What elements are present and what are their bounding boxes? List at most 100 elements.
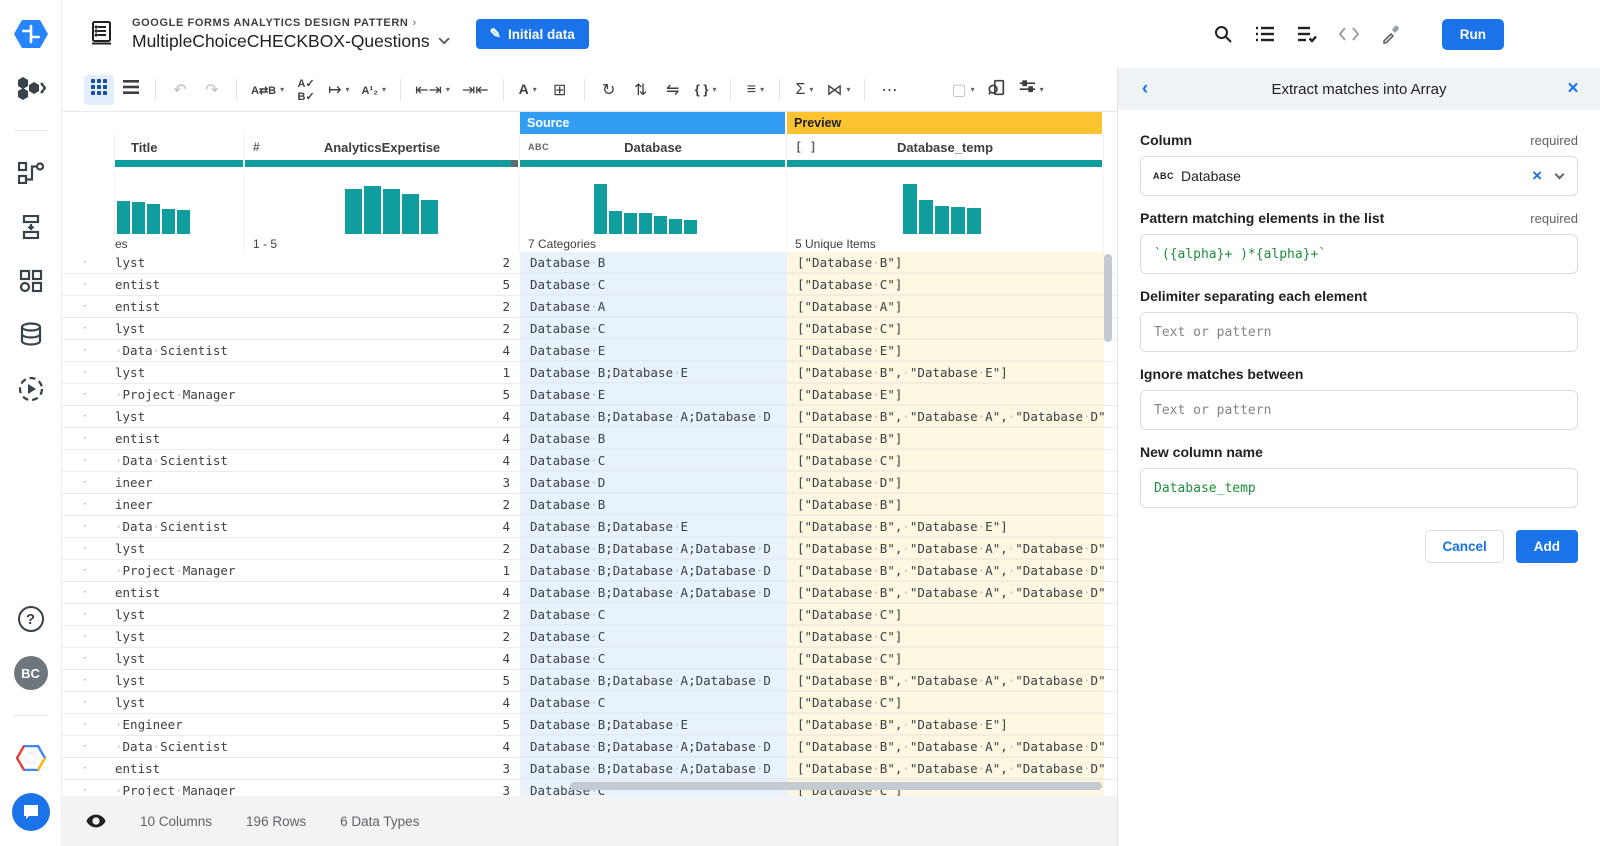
cell-analyticsexpertise[interactable]: 1 [502,365,510,380]
cell-title[interactable]: lyst [115,607,146,622]
close-icon[interactable]: × [1567,78,1579,99]
cell-database-temp[interactable]: ["Database·C"] [787,626,1104,647]
cell-title[interactable]: lyst [115,365,146,380]
cell-analyticsexpertise[interactable]: 4 [502,343,510,358]
cell-analyticsexpertise[interactable]: 4 [502,431,510,446]
join-button[interactable]: ⋈ ▾ [821,75,855,105]
cell-title[interactable]: entist [115,277,161,292]
run-button[interactable]: Run [1441,18,1504,50]
row-marker[interactable]: · [82,345,89,356]
eyedropper-icon[interactable] [1378,21,1404,47]
cell-analyticsexpertise[interactable]: 2 [502,299,510,314]
row-marker[interactable]: · [82,433,89,444]
cell-database[interactable]: Database·C [520,604,787,625]
preview-tag[interactable]: Preview [787,112,1102,134]
cell-database-temp[interactable]: ["Database · B", · "Database · A", · "Database · D… [787,560,1104,581]
row-marker[interactable]: · [82,785,89,796]
row-marker[interactable]: · [82,587,89,598]
dataprep-logo-icon[interactable] [11,14,51,54]
cell-analyticsexpertise[interactable]: 4 [502,409,510,424]
ignore-input[interactable] [1140,390,1578,430]
cell-title[interactable]: lyst [115,673,146,688]
histogram-bar[interactable] [345,189,362,234]
histogram-bar[interactable] [402,194,419,234]
cell-analyticsexpertise[interactable]: 1 [502,563,510,578]
cell-analyticsexpertise[interactable]: 4 [502,695,510,710]
cell-title[interactable]: · Project · Manager [115,783,236,796]
list-view-button[interactable] [116,75,146,105]
cancel-button[interactable]: Cancel [1425,530,1504,563]
cell-database[interactable]: Database · B;Database · A;Database · D [520,582,787,603]
abc-type-icon[interactable]: ABC [528,142,549,152]
row-marker[interactable]: · [82,521,89,532]
cell-database[interactable]: Database · B;Database · A;Database · D [520,736,787,757]
histogram-bar[interactable] [421,200,438,234]
row-marker[interactable]: · [82,411,89,422]
cell-database-temp[interactable]: ["Database·C"] [787,274,1104,295]
count-button[interactable]: A¹₂ ▾ [357,75,392,105]
dataset-title[interactable]: MultipleChoiceCHECKBOX-Questions [132,31,450,52]
cell-database-temp[interactable]: ["Database · B", · "Database · E"] [787,516,1104,537]
cell-database-temp[interactable]: ["Database · B"] [787,428,1104,449]
cell-title[interactable]: · Project · Manager [115,387,236,402]
row-marker[interactable]: · [82,609,89,620]
data-quality-bar-database_temp[interactable] [787,160,1102,167]
column-header-analyticsexpertise[interactable]: # AnalyticsExpertise [245,134,520,160]
cell-analyticsexpertise[interactable]: 2 [502,255,510,270]
cell-database[interactable]: Database · B [520,252,787,273]
search-icon[interactable] [1210,21,1236,47]
row-marker[interactable]: · [82,257,89,268]
row-marker[interactable]: · [82,499,89,510]
connections-icon[interactable] [11,315,51,355]
cell-database[interactable]: Database · B [520,494,787,515]
number-type-icon[interactable]: # [253,140,260,154]
breadcrumb[interactable]: GOOGLE FORMS ANALYTICS DESIGN PATTERN › [132,16,417,29]
cell-database-temp[interactable]: ["Database · B"] [787,494,1104,515]
transpose-button[interactable]: ⇋ [658,75,688,105]
cell-database[interactable]: Database · B;Database · A;Database · D [520,560,787,581]
pattern-input[interactable] [1140,234,1578,274]
row-marker[interactable]: · [82,455,89,466]
cell-analyticsexpertise[interactable]: 4 [502,453,510,468]
histogram-bar[interactable] [624,213,637,234]
cell-database[interactable]: Database · B;Database · A;Database · D [520,670,787,691]
filter-button[interactable]: ≡ ▾ [740,75,770,105]
histogram-bar[interactable] [654,216,667,234]
histogram-bar[interactable] [919,200,933,234]
cell-database[interactable]: Database · B;Database · A;Database · D [520,538,787,559]
cell-analyticsexpertise[interactable]: 5 [502,673,510,688]
histogram-bar[interactable] [364,186,381,234]
histogram-bar[interactable] [639,213,652,234]
cell-title[interactable]: · Data · Scientist [115,453,228,468]
array-type-icon[interactable]: [ ] [795,140,817,154]
cell-database-temp[interactable]: ["Database · B", · "Database · A", · "Database · D… [787,582,1104,603]
cell-database[interactable]: Database · B;Database · A;Database · D [520,406,787,427]
histogram-bar[interactable] [609,211,622,234]
row-marker[interactable]: · [82,389,89,400]
row-marker[interactable]: · [82,323,89,334]
cell-database-temp[interactable]: ["Database·C"] [787,692,1104,713]
cell-title[interactable]: · Data · Scientist [115,739,228,754]
google-cloud-icon[interactable] [11,738,51,778]
cell-title[interactable]: lyst [115,409,146,424]
histogram-bar[interactable] [903,184,917,234]
cell-database-temp[interactable]: ["Database · A"] [787,296,1104,317]
cell-database-temp[interactable]: ["Database · B", · "Database · A", · "Database · D… [787,670,1104,691]
column-header-title[interactable]: Title [115,134,245,160]
cell-database-temp[interactable]: ["Database·C"] [787,604,1104,625]
row-marker[interactable]: · [82,631,89,642]
row-marker[interactable]: · [82,719,89,730]
cell-database-temp[interactable]: ["Database · E"] [787,340,1104,361]
cell-database[interactable]: Database·C [520,626,787,647]
cell-database[interactable]: Database · B;Database · E [520,362,787,383]
cell-database[interactable]: Database · B [520,428,787,449]
cell-database-temp[interactable]: ["Database · B"] [787,252,1104,273]
cell-analyticsexpertise[interactable]: 2 [502,497,510,512]
data-quality-bar-database[interactable] [520,160,785,167]
histogram-bar[interactable] [935,206,949,234]
row-marker[interactable]: · [82,565,89,576]
import-data-icon[interactable] [11,207,51,247]
replace-button[interactable]: A⇄B ▾ [246,75,289,105]
cell-title[interactable]: · Data · Scientist [115,343,228,358]
profile-button[interactable] [982,75,1012,105]
